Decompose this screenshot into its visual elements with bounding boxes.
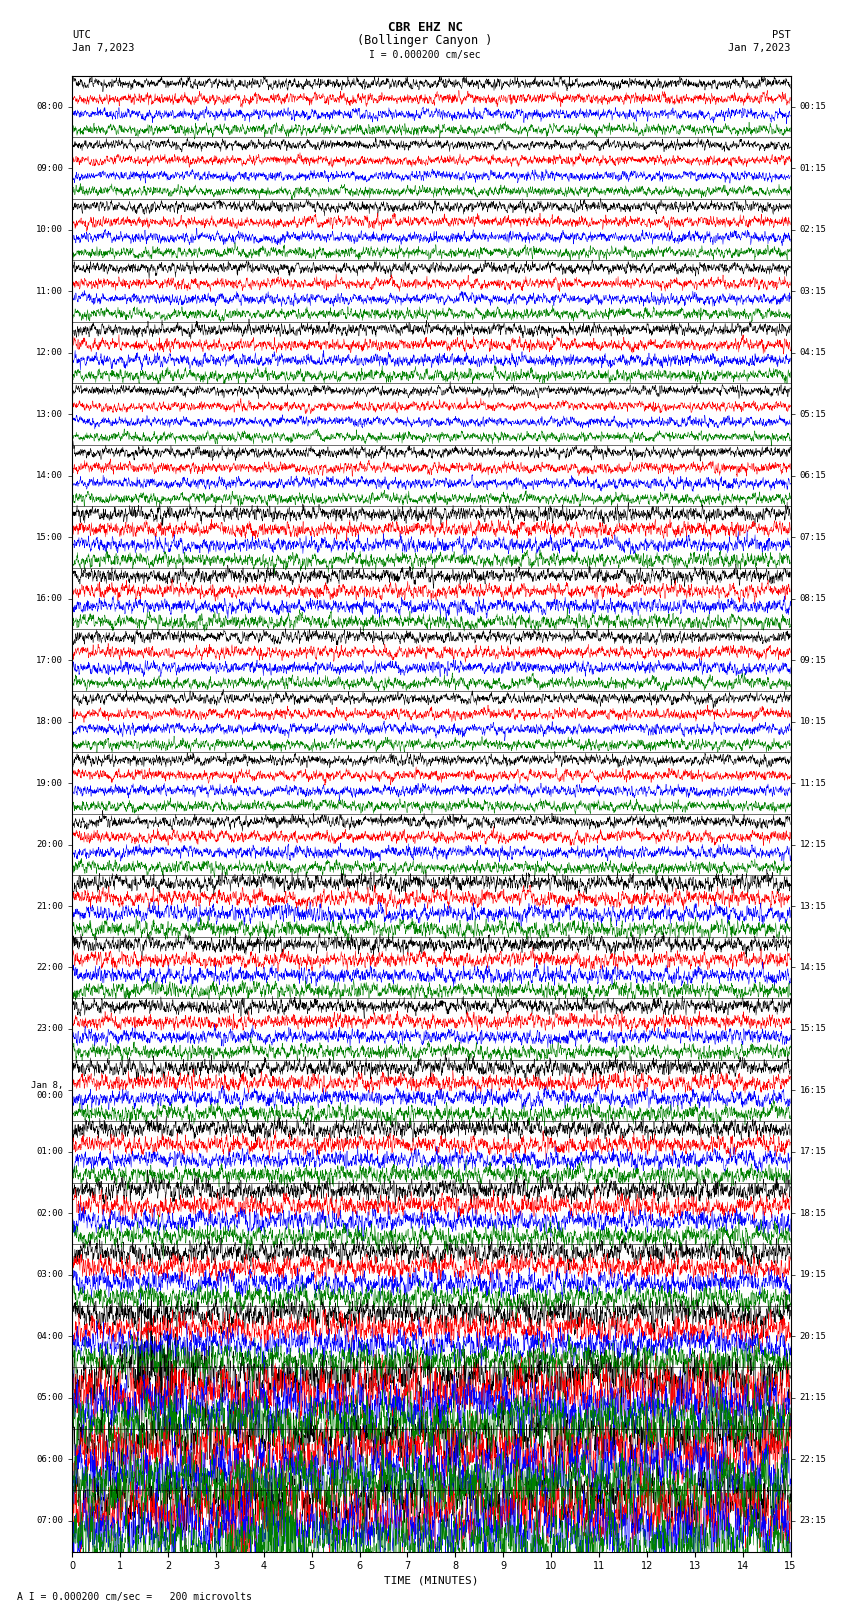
Text: Jan 7,2023: Jan 7,2023 — [72, 44, 135, 53]
Text: (Bollinger Canyon ): (Bollinger Canyon ) — [357, 34, 493, 47]
Text: UTC: UTC — [72, 31, 91, 40]
Text: I = 0.000200 cm/sec: I = 0.000200 cm/sec — [369, 50, 481, 60]
Text: PST: PST — [772, 31, 791, 40]
Text: CBR EHZ NC: CBR EHZ NC — [388, 21, 462, 34]
Text: A I = 0.000200 cm/sec =   200 microvolts: A I = 0.000200 cm/sec = 200 microvolts — [17, 1592, 252, 1602]
Text: Jan 7,2023: Jan 7,2023 — [728, 44, 791, 53]
X-axis label: TIME (MINUTES): TIME (MINUTES) — [384, 1576, 479, 1586]
